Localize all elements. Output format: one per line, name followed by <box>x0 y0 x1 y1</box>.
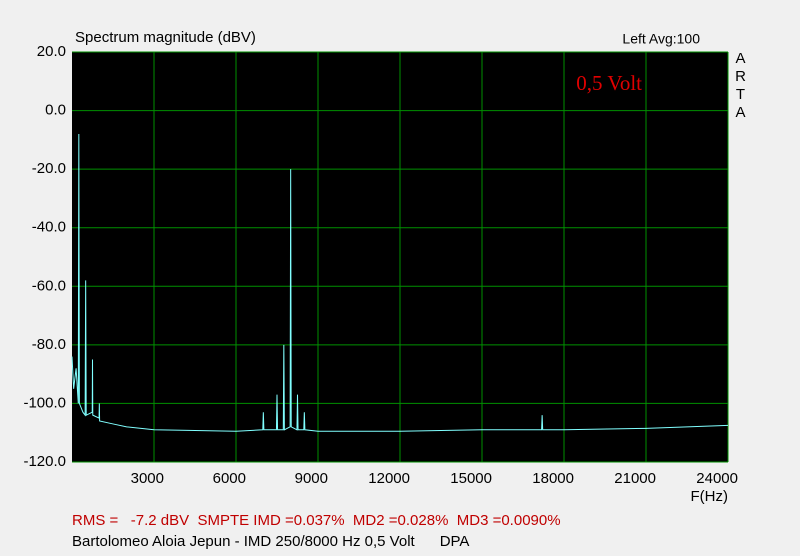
x-tick-label: 9000 <box>295 470 328 487</box>
y-tick-label: 0.0 <box>45 102 66 119</box>
y-tick-label: -40.0 <box>32 219 66 236</box>
y-tick-label: -80.0 <box>32 336 66 353</box>
chart-title: Spectrum magnitude (dBV) <box>75 29 256 46</box>
chart: Spectrum magnitude (dBV) Left Avg:100 0,… <box>23 29 738 505</box>
x-tick-label: 6000 <box>213 470 246 487</box>
caption: Bartolomeo Aloia Jepun - IMD 250/8000 Hz… <box>72 533 470 550</box>
x-tick-label: 12000 <box>368 470 410 487</box>
annotation: 0,5 Volt <box>576 71 642 95</box>
x-tick-label: 24000 <box>696 470 738 487</box>
y-tick-label: -60.0 <box>32 277 66 294</box>
y-tick-label: -100.0 <box>23 394 66 411</box>
x-tick-label: 21000 <box>614 470 656 487</box>
metrics: RMS = -7.2 dBV SMPTE IMD =0.037% MD2 =0.… <box>72 512 561 529</box>
brand: ARTA <box>732 50 749 122</box>
y-tick-label: 20.0 <box>37 43 66 60</box>
x-tick-label: 18000 <box>532 470 574 487</box>
x-tick-label: 15000 <box>450 470 492 487</box>
spectrum-line <box>71 133 729 432</box>
x-tick-label: 3000 <box>131 470 164 487</box>
y-tick-label: -20.0 <box>32 160 66 177</box>
status: Left Avg:100 <box>622 31 700 47</box>
x-axis-label: F(Hz) <box>691 488 729 505</box>
y-tick-label: -120.0 <box>23 453 66 470</box>
